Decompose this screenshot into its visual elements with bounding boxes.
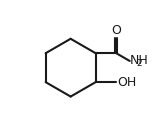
Text: O: O [111, 24, 121, 37]
Text: 2: 2 [137, 59, 142, 68]
Text: NH: NH [130, 54, 149, 67]
Text: OH: OH [117, 76, 136, 89]
